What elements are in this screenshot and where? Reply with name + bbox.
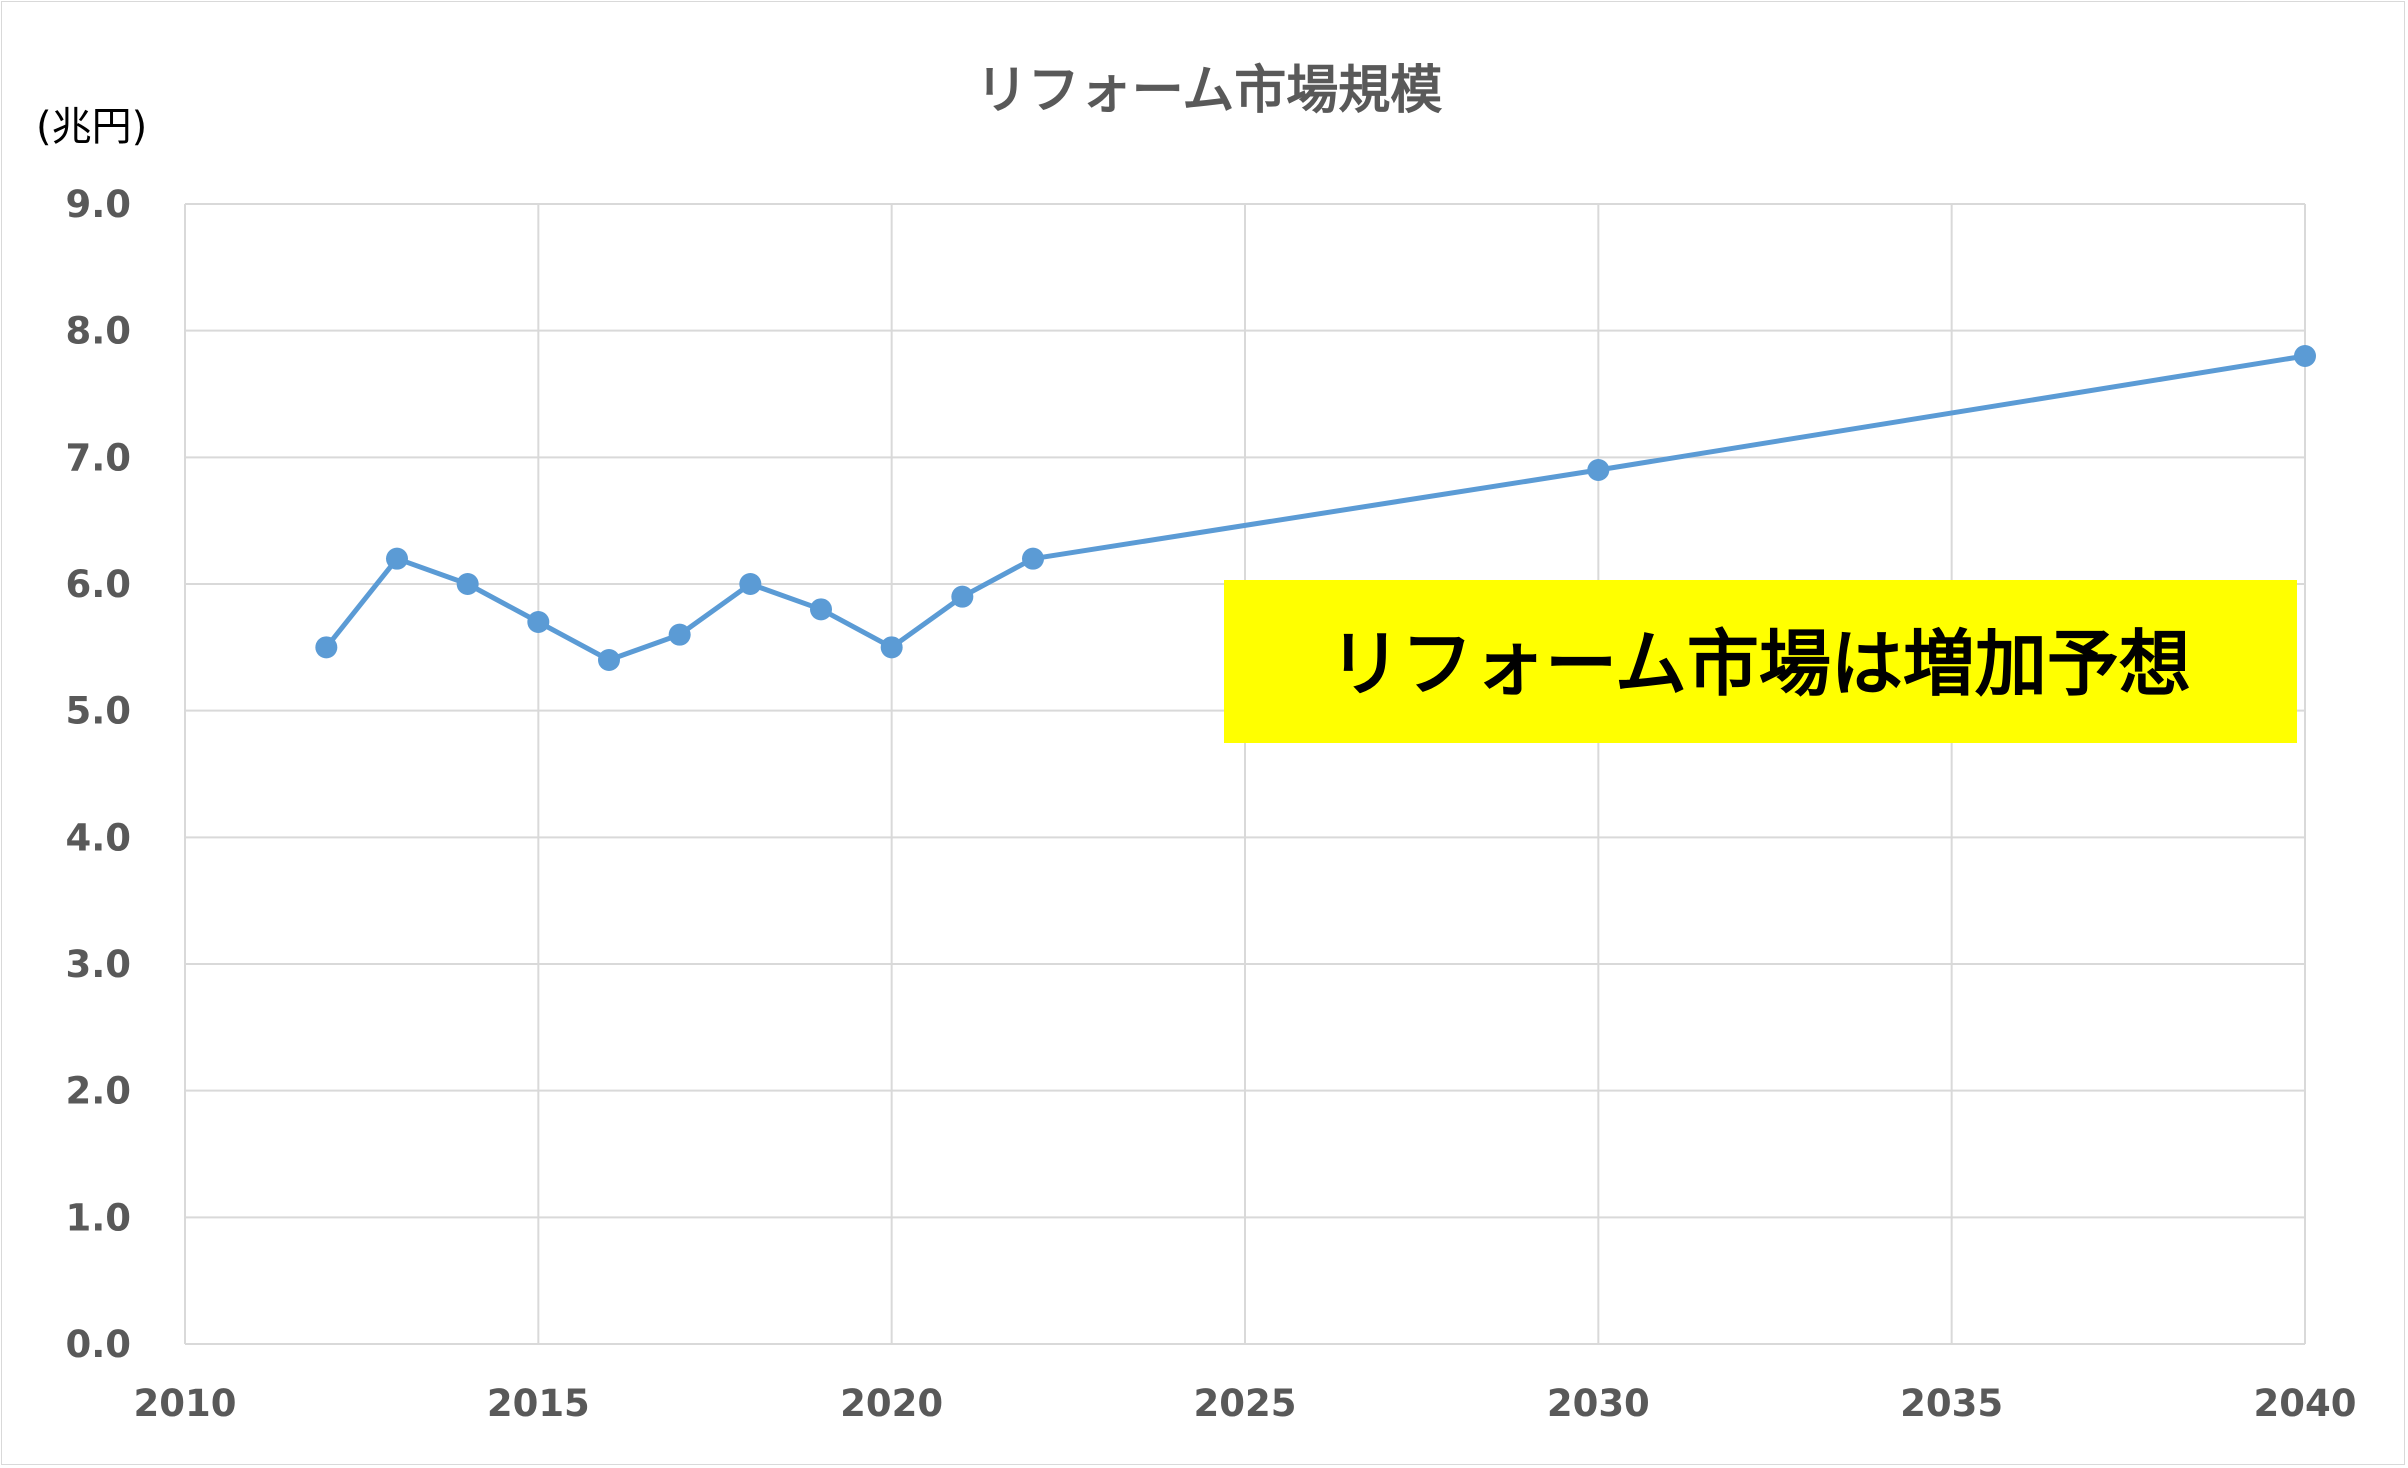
y-tick-label: 2.0 xyxy=(65,1070,131,1113)
data-point xyxy=(598,649,620,671)
y-tick-label: 9.0 xyxy=(65,183,131,226)
y-tick-label: 6.0 xyxy=(65,563,131,606)
data-point xyxy=(315,636,338,659)
grid-lines xyxy=(184,203,2306,1345)
data-point xyxy=(1022,547,1044,570)
data-point xyxy=(668,623,691,646)
y-tick-label: 7.0 xyxy=(65,436,131,479)
data-point xyxy=(386,547,408,570)
y-tick-label: 5.0 xyxy=(65,690,131,733)
data-point xyxy=(951,585,974,608)
data-point xyxy=(1587,459,1610,481)
y-tick-label: 8.0 xyxy=(65,310,131,353)
y-tick-label: 1.0 xyxy=(65,1196,131,1239)
data-point xyxy=(880,636,903,659)
x-tick-label: 2025 xyxy=(1194,1382,1297,1425)
callout-text: リフォーム市場は増加予想 xyxy=(1329,622,2191,706)
data-point xyxy=(527,611,550,633)
x-tick-label: 2015 xyxy=(487,1382,590,1425)
x-tick-label: 2010 xyxy=(134,1382,237,1425)
data-point xyxy=(739,573,762,595)
data-point xyxy=(456,573,479,595)
series-layer xyxy=(315,345,2316,671)
axis-tick-labels: 0.0 1.0 2.0 3.0 4.0 5.0 6.0 7.0 8.0 9.0 2010 2015 20… xyxy=(65,183,2356,1425)
y-axis-unit: (兆円) xyxy=(36,104,147,150)
x-tick-label: 2035 xyxy=(1900,1382,2003,1425)
y-tick-label: 3.0 xyxy=(65,943,131,986)
data-point xyxy=(2294,345,2316,367)
callout-box xyxy=(1224,580,2297,743)
y-tick-label: 0.0 xyxy=(65,1323,131,1366)
data-point xyxy=(810,598,832,621)
y-tick-label: 4.0 xyxy=(65,816,131,859)
chart-title: リフォーム市場規模 xyxy=(976,61,1442,121)
annotation: リフォーム市場は増加予想 xyxy=(1224,580,2297,743)
x-tick-label: 2020 xyxy=(840,1382,943,1425)
x-tick-label: 2040 xyxy=(2254,1382,2357,1425)
x-tick-label: 2030 xyxy=(1547,1382,1650,1425)
